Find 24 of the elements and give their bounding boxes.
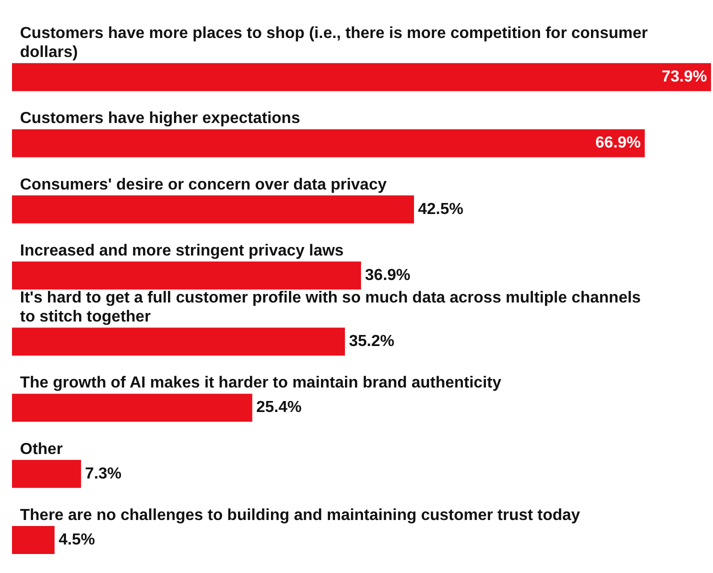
- data-label: 42.5%: [418, 200, 464, 218]
- bar: [12, 261, 362, 290]
- bar: [12, 526, 55, 554]
- y-tick-label: Consumers' desire or concern over data privacy: [20, 176, 387, 194]
- y-tick-label: Customers have higher expectations: [20, 110, 300, 128]
- bar: [12, 328, 345, 356]
- bar: [12, 129, 645, 158]
- data-label: 4.5%: [58, 531, 96, 548]
- y-tick-label: Other: [20, 440, 63, 458]
- data-label: 35.2%: [348, 333, 394, 350]
- data-label: 25.4%: [256, 399, 302, 416]
- bar: [12, 63, 711, 92]
- bar: [12, 394, 252, 422]
- data-label: 7.3%: [85, 465, 122, 482]
- y-tick-label: Increased and more stringent privacy laws: [20, 242, 344, 260]
- y-tick-label: Customers have more places to shop (i.e., there is more competition for consumer dollars): [20, 25, 652, 62]
- bar: [12, 195, 414, 224]
- y-tick-label: There are no challenges to building and maintaining customer trust today: [20, 506, 580, 524]
- data-label: 36.9%: [365, 266, 410, 284]
- y-tick-label: It's hard to get a full customer profile with so much data across multiple channels to stitch together: [20, 290, 646, 326]
- bar: [12, 460, 82, 488]
- data-label: 66.9%: [595, 134, 641, 152]
- data-label: 73.9%: [662, 68, 707, 86]
- y-tick-label: The growth of AI makes it harder to maintain brand authenticity: [20, 374, 502, 392]
